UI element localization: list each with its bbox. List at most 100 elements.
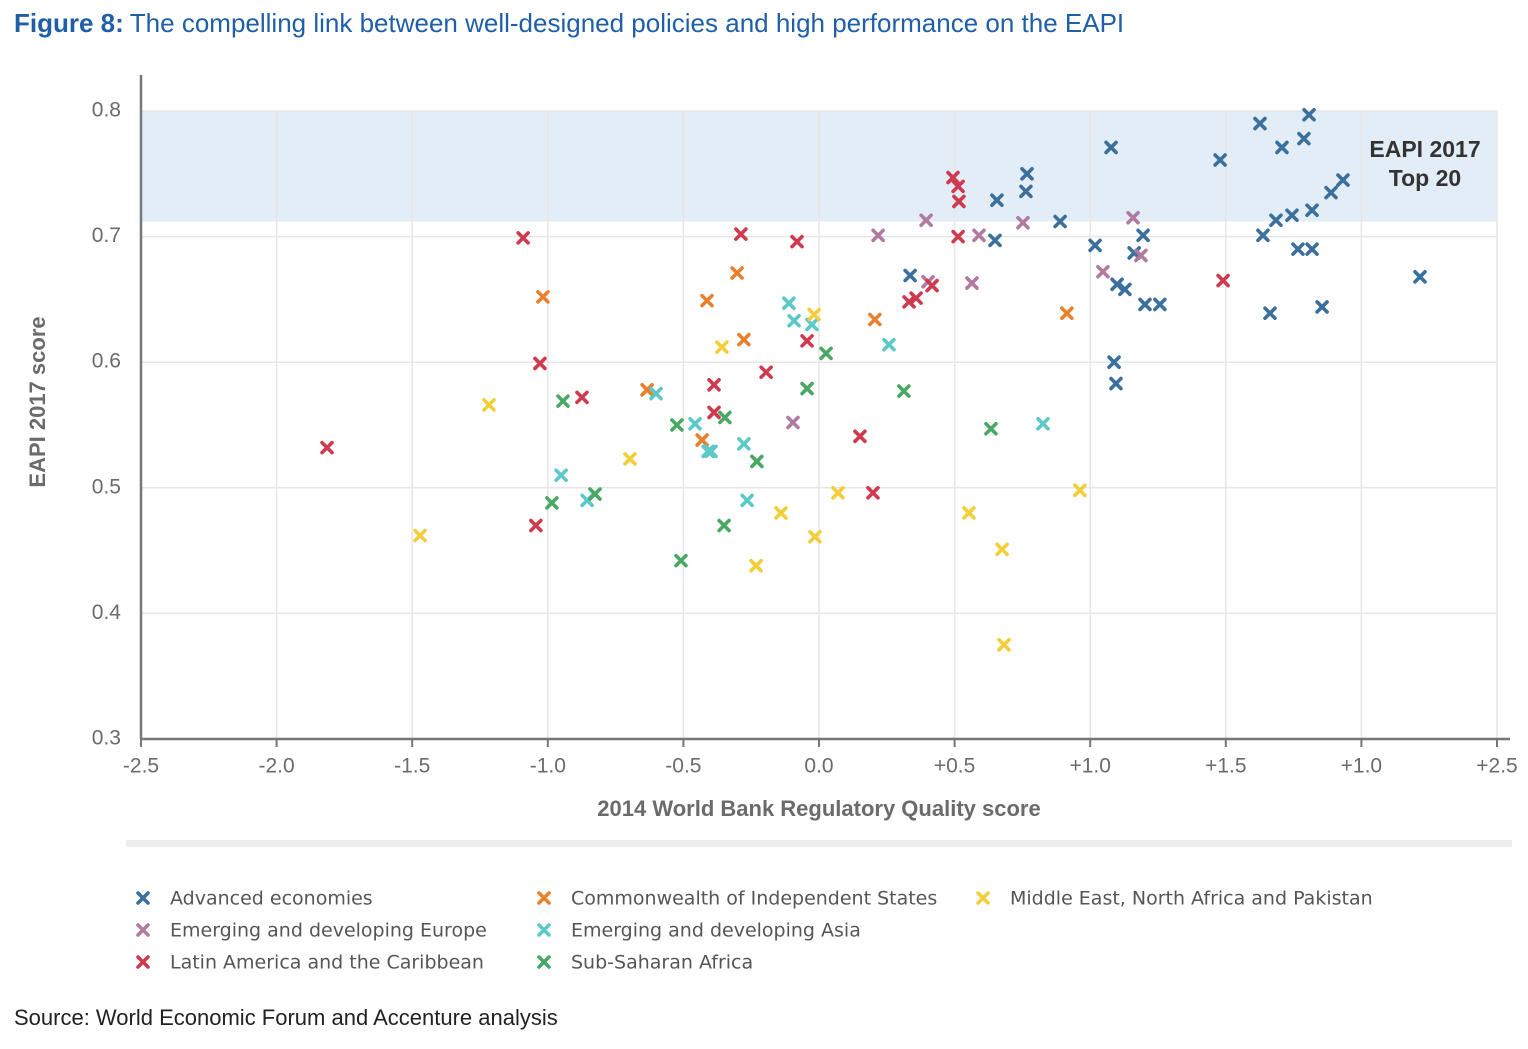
point xyxy=(951,179,965,194)
legend-marker xyxy=(537,923,551,937)
point xyxy=(707,405,721,420)
point xyxy=(1291,242,1305,256)
x-tick-label: -1.0 xyxy=(530,755,566,778)
y-tick-label: 0.3 xyxy=(92,727,121,750)
chart-title: The compelling link between well-designe… xyxy=(130,8,1124,38)
point xyxy=(868,312,882,327)
point xyxy=(1305,203,1319,218)
point xyxy=(951,229,965,244)
point xyxy=(1153,297,1167,312)
y-tick-label: 0.6 xyxy=(92,350,121,373)
point xyxy=(1324,185,1338,200)
legend-label: Latin America and the Caribbean xyxy=(170,952,484,974)
point xyxy=(1315,300,1329,314)
point xyxy=(1285,208,1299,223)
legend-label: Advanced economies xyxy=(170,888,373,910)
x-tick-label: -2.0 xyxy=(259,755,295,778)
point xyxy=(670,418,684,432)
point xyxy=(965,276,979,290)
legend-label: Sub-Saharan Africa xyxy=(571,952,753,974)
annotation: Top 20 xyxy=(1389,165,1461,191)
point xyxy=(575,390,589,405)
y-tick-label: 0.8 xyxy=(92,99,121,122)
x-tick-label: +0.5 xyxy=(934,755,975,778)
point xyxy=(800,334,814,348)
point xyxy=(1253,116,1267,131)
legend-marker xyxy=(537,955,551,969)
point xyxy=(897,384,911,398)
point xyxy=(800,381,814,396)
point xyxy=(1134,248,1148,263)
x-axis-label: 2014 World Bank Regulatory Quality score xyxy=(597,796,1040,821)
point xyxy=(715,340,729,354)
point xyxy=(740,493,754,508)
point xyxy=(962,506,976,520)
point xyxy=(688,416,702,431)
point xyxy=(749,558,763,573)
point xyxy=(1073,483,1087,498)
point xyxy=(925,278,939,293)
point xyxy=(759,365,773,380)
point xyxy=(871,228,885,243)
point xyxy=(640,383,654,397)
point xyxy=(1297,131,1311,146)
point xyxy=(320,440,334,455)
point xyxy=(853,429,867,444)
point xyxy=(1020,167,1034,181)
point xyxy=(1096,264,1110,279)
point xyxy=(819,346,833,361)
legend-label: Commonwealth of Independent States xyxy=(571,888,937,910)
point xyxy=(717,518,731,533)
point xyxy=(995,542,1009,557)
source: Source: World Economic Forum and Accentu… xyxy=(14,1005,558,1030)
point xyxy=(1060,306,1074,321)
y-axis-label: EAPI 2017 score xyxy=(25,316,50,487)
point xyxy=(1088,238,1102,253)
legend-marker xyxy=(537,891,551,905)
legend-marker xyxy=(136,955,150,969)
point xyxy=(1269,213,1283,228)
point xyxy=(984,421,998,436)
point xyxy=(700,293,714,308)
point xyxy=(1036,416,1050,431)
point xyxy=(990,193,1004,207)
point xyxy=(774,506,788,520)
point xyxy=(704,444,718,459)
point xyxy=(1256,228,1270,243)
point xyxy=(545,496,559,510)
x-tick-label: -0.5 xyxy=(665,755,701,778)
point xyxy=(786,415,800,430)
x-tick-label: -1.5 xyxy=(394,755,430,778)
point xyxy=(808,529,822,544)
point xyxy=(866,486,880,500)
legend-label: Emerging and developing Europe xyxy=(170,920,487,942)
point xyxy=(787,313,801,328)
y-tick-label: 0.7 xyxy=(92,224,121,247)
point xyxy=(1053,214,1067,229)
point xyxy=(1110,277,1124,292)
point xyxy=(750,454,764,469)
point xyxy=(1413,269,1427,284)
point xyxy=(952,194,966,209)
point xyxy=(588,487,602,501)
point xyxy=(1336,173,1350,187)
point xyxy=(737,332,751,347)
point xyxy=(807,307,821,322)
point xyxy=(902,295,916,309)
legend-marker xyxy=(976,891,990,905)
x-tick-label: -2.5 xyxy=(123,755,159,778)
y-tick-label: 0.5 xyxy=(92,475,121,498)
point xyxy=(972,228,986,243)
point xyxy=(1305,242,1319,256)
point xyxy=(1216,273,1230,288)
point xyxy=(718,410,732,425)
point xyxy=(1213,153,1227,167)
point xyxy=(1016,215,1030,230)
point xyxy=(649,386,663,401)
point xyxy=(1263,306,1277,321)
point xyxy=(737,437,751,451)
figure-title: Figure 8: The compelling link between wel… xyxy=(14,8,1124,38)
legend-label: Middle East, North Africa and Pakistan xyxy=(1010,888,1373,910)
point xyxy=(1019,184,1033,199)
